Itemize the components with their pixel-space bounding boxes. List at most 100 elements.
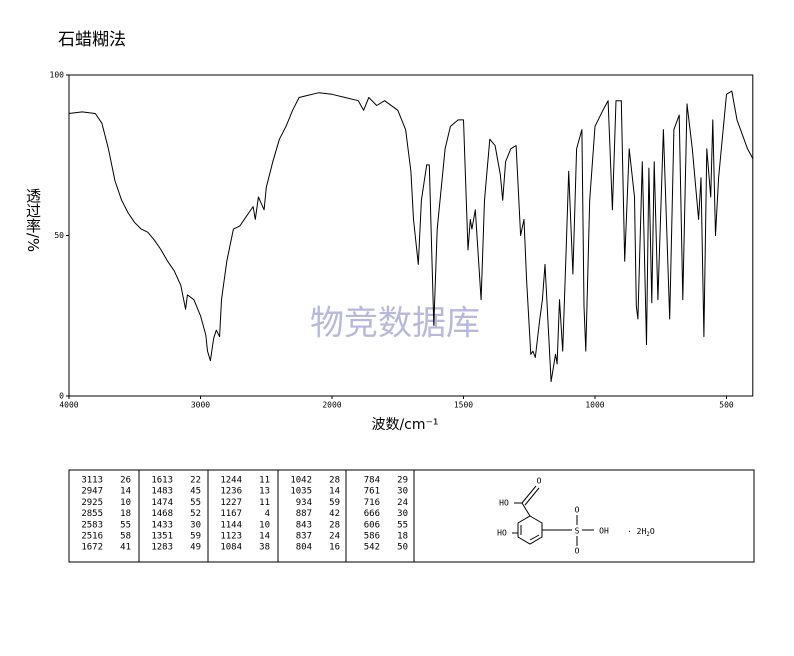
table-wavenumber: 887 bbox=[296, 509, 312, 519]
table-transmittance: 55 bbox=[120, 520, 131, 530]
table-transmittance: 30 bbox=[190, 520, 201, 530]
table-wavenumber: 1227 bbox=[220, 498, 242, 508]
x-tick-label: 4000 bbox=[59, 401, 78, 410]
table-transmittance: 29 bbox=[397, 476, 408, 486]
benzene-ring bbox=[517, 515, 543, 545]
table-wavenumber: 1084 bbox=[220, 543, 242, 553]
y-tick-label: 100 bbox=[50, 71, 65, 80]
table-transmittance: 38 bbox=[259, 543, 270, 553]
x-tick-label: 500 bbox=[719, 401, 734, 410]
table-transmittance: 14 bbox=[329, 487, 340, 497]
atom-label: O bbox=[537, 477, 542, 486]
table-wavenumber: 1236 bbox=[220, 487, 242, 497]
table-wavenumber: 666 bbox=[364, 509, 380, 519]
table-wavenumber: 3113 bbox=[81, 476, 103, 486]
molecule bbox=[512, 485, 594, 546]
table-transmittance: 28 bbox=[329, 520, 340, 530]
table-wavenumber: 1672 bbox=[81, 543, 103, 553]
table-transmittance: 11 bbox=[259, 476, 270, 486]
table-transmittance: 13 bbox=[259, 487, 270, 497]
table-transmittance: 30 bbox=[397, 509, 408, 519]
table-wavenumber: 606 bbox=[364, 520, 380, 530]
table-transmittance: 16 bbox=[329, 543, 340, 553]
hydrate: · 2H2O bbox=[627, 527, 655, 538]
table-transmittance: 11 bbox=[259, 498, 270, 508]
hydrate-sub: 2 bbox=[646, 531, 650, 538]
bond bbox=[524, 487, 540, 506]
table-transmittance: 10 bbox=[120, 498, 131, 508]
atom-label: HO bbox=[499, 499, 509, 508]
table-wavenumber: 1483 bbox=[151, 487, 173, 497]
table-transmittance: 26 bbox=[120, 476, 131, 486]
table-transmittance: 30 bbox=[397, 487, 408, 497]
table-wavenumber: 2583 bbox=[81, 520, 103, 530]
atom-label: O bbox=[575, 506, 580, 515]
table-wavenumber: 804 bbox=[296, 543, 312, 553]
table-transmittance: 55 bbox=[397, 520, 408, 530]
table-transmittance: 59 bbox=[190, 532, 201, 542]
table-wavenumber: 1283 bbox=[151, 543, 173, 553]
table-transmittance: 14 bbox=[120, 487, 131, 497]
table-wavenumber: 1433 bbox=[151, 520, 173, 530]
table-wavenumber: 716 bbox=[364, 498, 380, 508]
table-transmittance: 42 bbox=[329, 509, 340, 519]
atom-label: S bbox=[575, 527, 580, 536]
peak-table bbox=[68, 469, 755, 563]
table-transmittance: 24 bbox=[329, 532, 340, 542]
y-axis-label: 透过率/% bbox=[24, 188, 42, 252]
table-wavenumber: 2925 bbox=[81, 498, 103, 508]
table-transmittance: 18 bbox=[397, 532, 408, 542]
x-tick-label: 3000 bbox=[191, 401, 210, 410]
table-transmittance: 55 bbox=[190, 498, 201, 508]
table-transmittance: 18 bbox=[120, 509, 131, 519]
table-wavenumber: 1123 bbox=[220, 532, 242, 542]
table-transmittance: 59 bbox=[329, 498, 340, 508]
table-transmittance: 14 bbox=[259, 532, 270, 542]
spectrum-line bbox=[68, 90, 754, 383]
y-tick-label: 50 bbox=[54, 231, 64, 240]
x-axis-label: 波数/cm⁻¹ bbox=[371, 417, 438, 433]
table-wavenumber: 2516 bbox=[81, 532, 103, 542]
table-transmittance: 41 bbox=[120, 543, 131, 553]
table-transmittance: 22 bbox=[190, 476, 201, 486]
table-wavenumber: 934 bbox=[296, 498, 312, 508]
y-tick-label: 0 bbox=[59, 392, 64, 401]
table-wavenumber: 837 bbox=[296, 532, 312, 542]
table-transmittance: 4 bbox=[265, 509, 270, 519]
table-wavenumber: 1474 bbox=[151, 498, 173, 508]
table-transmittance: 10 bbox=[259, 520, 270, 530]
table-wavenumber: 761 bbox=[364, 487, 380, 497]
double-bond bbox=[529, 534, 540, 541]
table-wavenumber: 1351 bbox=[151, 532, 173, 542]
atom-label: OH bbox=[599, 527, 609, 536]
table-transmittance: 52 bbox=[190, 509, 201, 519]
table-transmittance: 24 bbox=[397, 498, 408, 508]
table-wavenumber: 1468 bbox=[151, 509, 173, 519]
x-tick-label: 2000 bbox=[322, 401, 341, 410]
table-wavenumber: 1035 bbox=[290, 487, 312, 497]
bond bbox=[521, 485, 537, 504]
table-wavenumber: 1244 bbox=[220, 476, 242, 486]
table-wavenumber: 1042 bbox=[290, 476, 312, 486]
table-transmittance: 50 bbox=[397, 543, 408, 553]
table-wavenumber: 586 bbox=[364, 532, 380, 542]
table-wavenumber: 843 bbox=[296, 520, 312, 530]
table-transmittance: 28 bbox=[329, 476, 340, 486]
table-transmittance: 45 bbox=[190, 487, 201, 497]
bond bbox=[521, 502, 531, 517]
table-transmittance: 49 bbox=[190, 543, 201, 553]
table-wavenumber: 2947 bbox=[81, 487, 103, 497]
atom-label: HO bbox=[497, 529, 507, 538]
table-wavenumber: 542 bbox=[364, 543, 380, 553]
table-wavenumber: 1144 bbox=[220, 520, 242, 530]
table-wavenumber: 1613 bbox=[151, 476, 173, 486]
table-transmittance: 58 bbox=[120, 532, 131, 542]
table-wavenumber: 784 bbox=[364, 476, 380, 486]
table-wavenumber: 2855 bbox=[81, 509, 103, 519]
watermark: 物竞数据库 bbox=[310, 304, 480, 344]
x-tick-label: 1500 bbox=[454, 401, 473, 410]
chart-title: 石蜡糊法 bbox=[58, 30, 126, 50]
hydrate-text: · 2H bbox=[627, 527, 646, 536]
table-wavenumber: 1167 bbox=[220, 509, 242, 519]
